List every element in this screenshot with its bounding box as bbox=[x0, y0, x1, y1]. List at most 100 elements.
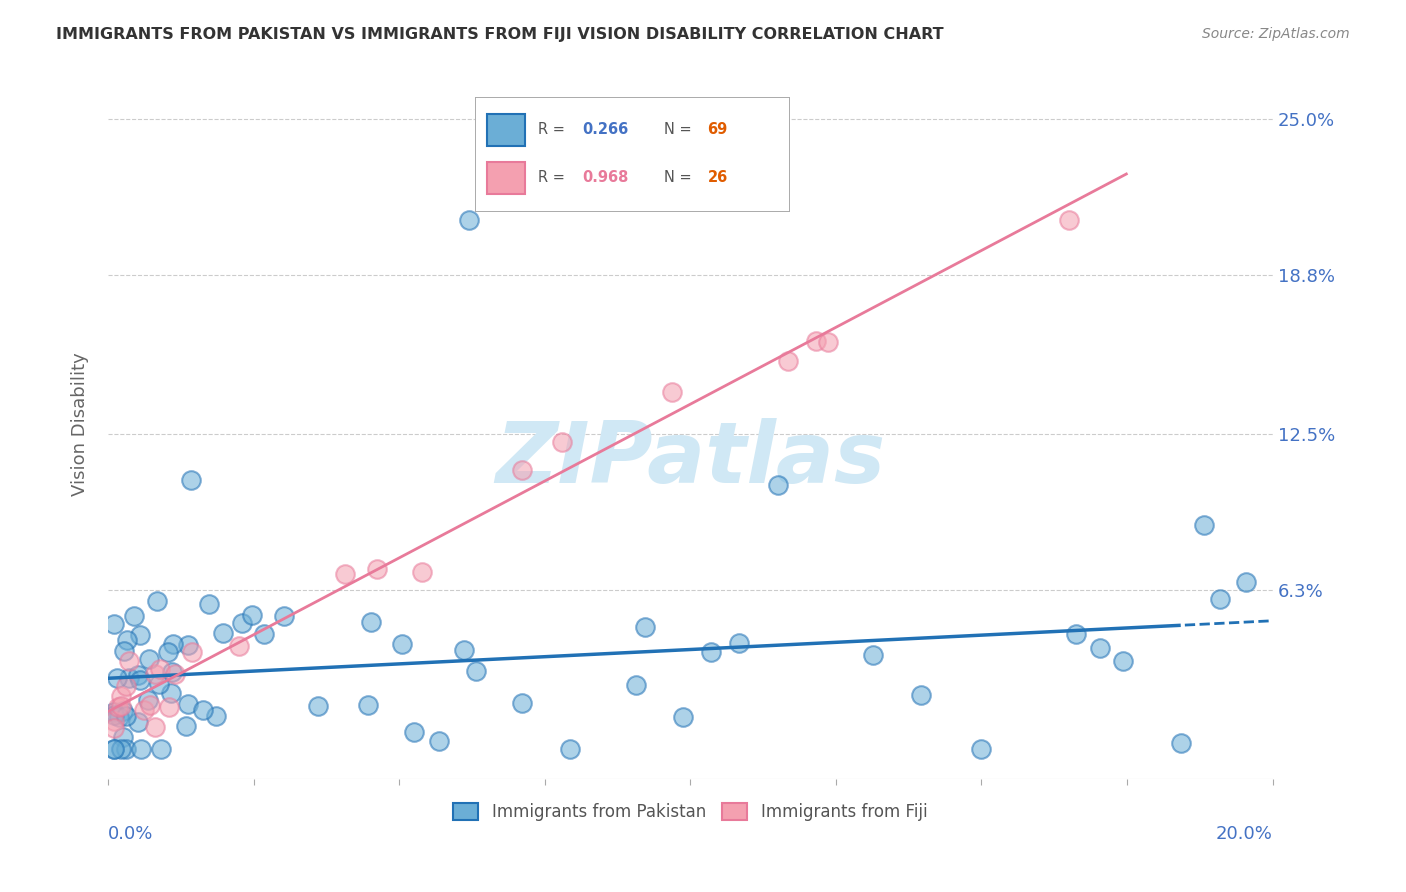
Point bbox=[132, 703, 155, 717]
Point bbox=[103, 617, 125, 632]
Point bbox=[970, 742, 993, 756]
Point bbox=[366, 562, 388, 576]
Point bbox=[143, 720, 166, 734]
Point bbox=[700, 644, 723, 658]
Point bbox=[103, 742, 125, 756]
Point bbox=[115, 708, 138, 723]
Point bbox=[146, 593, 169, 607]
Point bbox=[108, 710, 131, 724]
Point bbox=[157, 700, 180, 714]
Point bbox=[402, 724, 425, 739]
Point bbox=[273, 608, 295, 623]
Point bbox=[231, 615, 253, 630]
Point bbox=[817, 334, 839, 349]
Point bbox=[111, 730, 134, 744]
Point bbox=[118, 654, 141, 668]
Point bbox=[1112, 654, 1135, 668]
Point bbox=[910, 688, 932, 702]
Point bbox=[551, 434, 574, 449]
Point bbox=[806, 334, 828, 348]
Point bbox=[560, 742, 582, 756]
Point bbox=[150, 742, 173, 756]
Point bbox=[1209, 591, 1232, 606]
Point bbox=[103, 705, 125, 719]
Point bbox=[465, 665, 488, 679]
Text: 20.0%: 20.0% bbox=[1216, 825, 1272, 843]
Point bbox=[253, 627, 276, 641]
Point bbox=[103, 721, 125, 735]
Point bbox=[118, 672, 141, 686]
Point bbox=[103, 742, 125, 756]
Point bbox=[136, 692, 159, 706]
Point bbox=[103, 707, 125, 722]
Text: 0.0%: 0.0% bbox=[108, 825, 153, 843]
Point bbox=[1057, 212, 1080, 227]
Point bbox=[228, 639, 250, 653]
Point bbox=[411, 565, 433, 579]
Point bbox=[333, 566, 356, 581]
Y-axis label: Vision Disability: Vision Disability bbox=[72, 352, 89, 496]
Point bbox=[633, 620, 655, 634]
Point bbox=[110, 742, 132, 756]
Point bbox=[776, 353, 799, 368]
Point bbox=[624, 678, 647, 692]
Point bbox=[129, 742, 152, 756]
Point bbox=[138, 652, 160, 666]
Point bbox=[160, 665, 183, 679]
Text: ZIPatlas: ZIPatlas bbox=[495, 418, 886, 501]
Point bbox=[240, 607, 263, 622]
Point bbox=[111, 704, 134, 718]
Point bbox=[115, 679, 138, 693]
Point bbox=[103, 714, 125, 728]
Point bbox=[1194, 517, 1216, 532]
Point bbox=[510, 696, 533, 710]
Text: Source: ZipAtlas.com: Source: ZipAtlas.com bbox=[1202, 27, 1350, 41]
Point bbox=[360, 615, 382, 630]
Point bbox=[766, 477, 789, 491]
Point bbox=[149, 662, 172, 676]
Text: IMMIGRANTS FROM PAKISTAN VS IMMIGRANTS FROM FIJI VISION DISABILITY CORRELATION C: IMMIGRANTS FROM PAKISTAN VS IMMIGRANTS F… bbox=[56, 27, 943, 42]
Point bbox=[204, 709, 226, 723]
Point bbox=[112, 643, 135, 657]
Point bbox=[391, 637, 413, 651]
Point bbox=[143, 666, 166, 681]
Point bbox=[105, 671, 128, 685]
Point bbox=[110, 689, 132, 703]
Point bbox=[661, 384, 683, 399]
Point bbox=[110, 699, 132, 714]
Point bbox=[1064, 627, 1087, 641]
Point bbox=[191, 703, 214, 717]
Point bbox=[156, 645, 179, 659]
Point bbox=[197, 598, 219, 612]
Point bbox=[127, 714, 149, 729]
Point bbox=[512, 462, 534, 476]
Point bbox=[181, 645, 204, 659]
Point bbox=[163, 667, 186, 681]
Point bbox=[212, 626, 235, 640]
Point bbox=[357, 698, 380, 713]
Point bbox=[177, 638, 200, 652]
Point bbox=[727, 636, 749, 650]
Point bbox=[114, 742, 136, 756]
Legend: Immigrants from Pakistan, Immigrants from Fiji: Immigrants from Pakistan, Immigrants fro… bbox=[447, 797, 934, 828]
Point bbox=[180, 473, 202, 487]
Point bbox=[307, 698, 329, 713]
Point bbox=[1170, 736, 1192, 750]
Point bbox=[122, 609, 145, 624]
Point bbox=[1088, 641, 1111, 656]
Point bbox=[176, 719, 198, 733]
Point bbox=[128, 628, 150, 642]
Point bbox=[160, 686, 183, 700]
Point bbox=[862, 648, 884, 663]
Point bbox=[107, 700, 129, 714]
Point bbox=[117, 633, 139, 648]
Point bbox=[177, 697, 200, 711]
Point bbox=[128, 673, 150, 687]
Point bbox=[1234, 574, 1257, 589]
Point bbox=[427, 733, 450, 747]
Point bbox=[127, 668, 149, 682]
Point bbox=[138, 698, 160, 712]
Point bbox=[672, 709, 695, 723]
Point bbox=[458, 212, 481, 227]
Point bbox=[162, 637, 184, 651]
